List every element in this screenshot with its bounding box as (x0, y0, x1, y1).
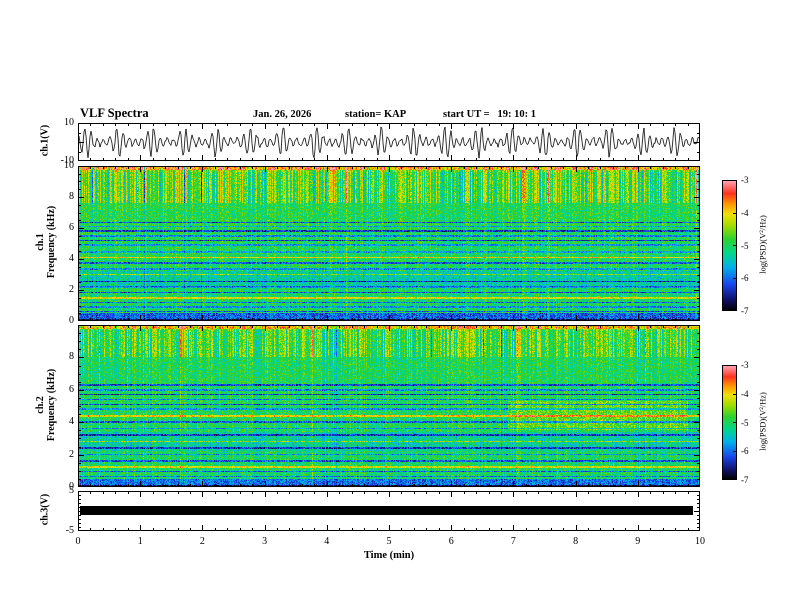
colorbar-tick-label-cb2: -6 (741, 446, 749, 456)
y-tick-label-p3: 0 (69, 481, 74, 492)
ch3-waveform-panel (78, 491, 700, 531)
y-tick-label-p3: 2 (69, 449, 74, 460)
ch1-waveform-panel (78, 123, 700, 161)
y-tick-label-p3: 8 (69, 351, 74, 362)
colorbar-tick-label-cb1: -3 (741, 175, 749, 185)
y-tick-label-p3: 4 (69, 416, 74, 427)
colorbar-tick-label-cb1: -5 (741, 241, 749, 251)
y-axis-title-ch1-line1: ch.1 (35, 233, 46, 251)
colorbar-tick-label-cb1: -4 (741, 208, 749, 218)
x-tick-label: 5 (386, 536, 392, 547)
colorbar-ch2 (722, 365, 737, 480)
colorbar-ch1 (722, 180, 737, 311)
colorbar-tick-label-cb2: -7 (741, 475, 749, 485)
y-tick-label-p2: 0 (69, 315, 74, 326)
colorbar-tick-label-cb1: -6 (741, 273, 749, 283)
x-tick-label: 10 (695, 536, 705, 547)
colorbar-tick-label-cb2: -3 (741, 360, 749, 370)
page-title: VLF Spectra (80, 106, 149, 120)
colorbar-tick-label-cb2: -4 (741, 389, 749, 399)
x-axis-title: Time (min) (363, 550, 415, 561)
y-tick-label-p2: 6 (69, 222, 74, 233)
x-tick-label: 1 (137, 536, 143, 547)
ch1-spectrogram-panel (78, 166, 700, 321)
x-tick-label: 0 (75, 536, 81, 547)
y-axis-title-ch1-frequency: ch.1 Frequency (kHz) (35, 162, 57, 322)
y-tick-label-p3: 6 (69, 384, 74, 395)
x-tick-label: 6 (448, 536, 454, 547)
y-tick-label-p1: 10 (64, 117, 74, 128)
y-tick-label-p4: -5 (65, 525, 74, 536)
x-tick-label: 3 (262, 536, 268, 547)
ch2-spectrogram-panel (78, 325, 700, 487)
x-tick-label: 4 (324, 536, 330, 547)
x-tick-label: 7 (510, 536, 516, 547)
y-axis-title-ch1-line2: Frequency (kHz) (46, 205, 57, 279)
y-tick-label-p2: 10 (64, 160, 74, 171)
y-tick-label-p2: 4 (69, 253, 74, 264)
x-tick-label: 9 (635, 536, 641, 547)
x-tick-label: 2 (199, 536, 205, 547)
station-label: station= KAP (345, 109, 407, 120)
colorbar-tick-label-cb2: -5 (741, 418, 749, 428)
y-axis-title-ch3v: ch.3(V) (39, 493, 51, 526)
x-tick-label: 8 (573, 536, 579, 547)
colorbar-tick-label-cb1: -7 (741, 306, 749, 316)
y-tick-label-p1: -10 (60, 155, 74, 166)
y-tick-label-p2: 8 (69, 191, 74, 202)
y-tick-label-p2: 2 (69, 284, 74, 295)
start-ut-label: start UT = 19: 10: 1 (443, 109, 536, 120)
y-tick-label-p4: 5 (69, 485, 74, 496)
date-label: Jan. 26, 2026 (253, 109, 312, 120)
